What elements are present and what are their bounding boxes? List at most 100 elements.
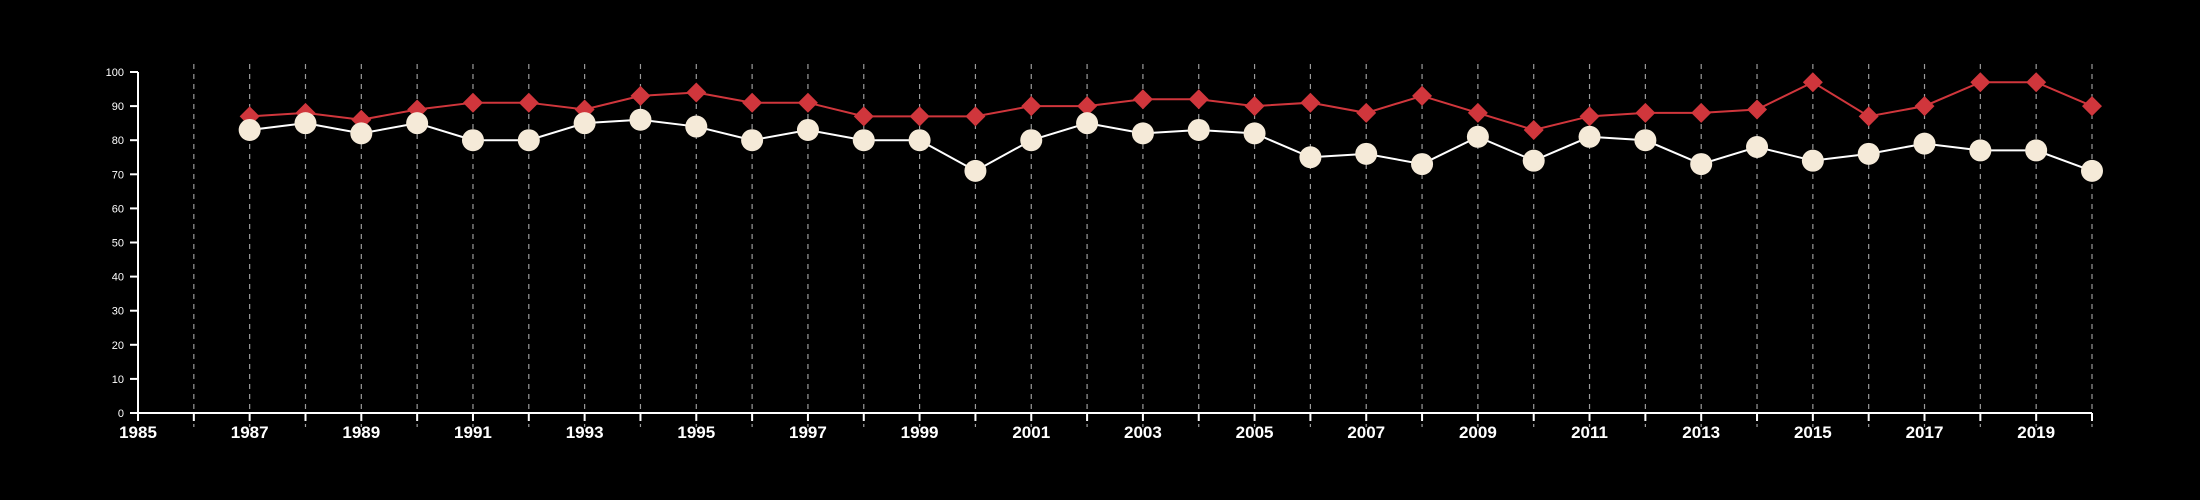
data-point-diamond bbox=[965, 106, 986, 127]
data-point-circle bbox=[629, 108, 652, 131]
axes: 0 10 20 30 40 50 60 70 80 90 100 1985 1987 1989 1991 19… bbox=[106, 67, 2093, 442]
data-point-diamond bbox=[1132, 89, 1153, 110]
data-point-circle bbox=[238, 118, 261, 141]
data-point-diamond bbox=[853, 106, 874, 127]
x-tick-label: 1991 bbox=[454, 423, 492, 442]
series-2 bbox=[238, 108, 2103, 182]
x-tick-label: 1985 bbox=[119, 423, 157, 442]
data-point-diamond bbox=[1412, 85, 1433, 106]
data-point-diamond bbox=[1021, 96, 1042, 117]
data-point-circle bbox=[1801, 149, 1824, 172]
y-tick-label: 0 bbox=[118, 408, 124, 420]
data-point-circle bbox=[1411, 153, 1434, 176]
x-tick-label: 2019 bbox=[2017, 423, 2055, 442]
x-tick-label: 1995 bbox=[677, 423, 715, 442]
data-point-circle bbox=[1466, 125, 1489, 148]
data-point-diamond bbox=[797, 92, 818, 113]
x-tick-label: 1997 bbox=[789, 423, 827, 442]
data-point-circle bbox=[852, 129, 875, 152]
y-tick-label: 40 bbox=[112, 272, 124, 284]
data-point-diamond bbox=[1691, 102, 1712, 123]
y-tick-label: 10 bbox=[112, 374, 124, 386]
y-tick-label: 100 bbox=[106, 67, 124, 79]
y-tick-label: 50 bbox=[112, 238, 124, 250]
data-point-diamond bbox=[1747, 99, 1768, 120]
data-point-circle bbox=[1746, 136, 1769, 159]
data-point-circle bbox=[2081, 159, 2103, 182]
x-tick-label: 2017 bbox=[1906, 423, 1944, 442]
data-point-circle bbox=[1131, 122, 1154, 145]
data-point-circle bbox=[1690, 153, 1713, 176]
data-point-circle bbox=[908, 129, 931, 152]
y-tick-label: 30 bbox=[112, 306, 124, 318]
series-line bbox=[249, 118, 2093, 173]
data-point-circle bbox=[406, 112, 429, 135]
y-tick-label: 90 bbox=[112, 101, 124, 113]
data-point-circle bbox=[1634, 129, 1657, 152]
data-point-diamond bbox=[909, 106, 930, 127]
data-point-diamond bbox=[2026, 72, 2047, 93]
y-tick-label: 70 bbox=[112, 169, 124, 181]
x-tick-label: 1989 bbox=[342, 423, 380, 442]
x-tick-label: 2005 bbox=[1236, 423, 1274, 442]
data-point-circle bbox=[964, 159, 987, 182]
x-tick-label: 1987 bbox=[231, 423, 269, 442]
data-point-circle bbox=[1522, 149, 1545, 172]
data-point-diamond bbox=[1467, 102, 1488, 123]
data-point-circle bbox=[685, 115, 708, 138]
y-tick-label: 80 bbox=[112, 135, 124, 147]
series-line bbox=[249, 81, 2093, 132]
data-point-diamond bbox=[686, 82, 707, 103]
data-point-circle bbox=[1913, 132, 1936, 155]
data-point-circle bbox=[796, 118, 819, 141]
data-point-circle bbox=[517, 129, 540, 152]
data-point-diamond bbox=[1077, 96, 1098, 117]
x-tick-label: 2007 bbox=[1347, 423, 1385, 442]
y-tick-label: 20 bbox=[112, 340, 124, 352]
data-point-diamond bbox=[1970, 72, 1991, 93]
data-point-circle bbox=[350, 122, 373, 145]
data-point-diamond bbox=[630, 85, 651, 106]
data-point-circle bbox=[573, 112, 596, 135]
data-point-diamond bbox=[1356, 102, 1377, 123]
data-point-diamond bbox=[462, 92, 483, 113]
data-point-diamond bbox=[351, 109, 372, 130]
x-tick-label: 2003 bbox=[1124, 423, 1162, 442]
data-point-circle bbox=[1578, 125, 1601, 148]
x-tick-label: 2015 bbox=[1794, 423, 1832, 442]
data-point-circle bbox=[1020, 129, 1043, 152]
x-tick-label: 2011 bbox=[1571, 423, 1608, 442]
data-point-diamond bbox=[1523, 119, 1544, 140]
data-point-diamond bbox=[2082, 96, 2102, 117]
data-point-circle bbox=[294, 112, 317, 135]
series-group bbox=[238, 72, 2103, 182]
x-tick-label: 2013 bbox=[1682, 423, 1720, 442]
x-tick-label: 2001 bbox=[1012, 423, 1050, 442]
data-point-circle bbox=[1299, 146, 1322, 169]
x-tick-label: 1993 bbox=[566, 423, 604, 442]
data-point-circle bbox=[461, 129, 484, 152]
data-point-circle bbox=[1076, 112, 1099, 135]
data-point-diamond bbox=[1635, 102, 1656, 123]
data-point-diamond bbox=[1914, 96, 1935, 117]
y-tick-label: 60 bbox=[112, 203, 124, 215]
data-point-diamond bbox=[1802, 72, 1823, 93]
data-point-circle bbox=[1969, 139, 1992, 162]
data-point-circle bbox=[1187, 118, 1210, 141]
data-point-diamond bbox=[518, 92, 539, 113]
data-point-circle bbox=[1243, 122, 1266, 145]
data-point-diamond bbox=[1188, 89, 1209, 110]
x-tick-label: 2009 bbox=[1459, 423, 1497, 442]
data-point-diamond bbox=[1300, 92, 1321, 113]
data-point-circle bbox=[741, 129, 764, 152]
x-tick-label: 1999 bbox=[901, 423, 939, 442]
data-point-circle bbox=[2025, 139, 2048, 162]
data-point-diamond bbox=[1244, 96, 1265, 117]
data-point-diamond bbox=[1858, 106, 1879, 127]
data-point-circle bbox=[1857, 142, 1880, 165]
data-point-diamond bbox=[1579, 106, 1600, 127]
data-point-diamond bbox=[742, 92, 763, 113]
data-point-circle bbox=[1355, 142, 1378, 165]
